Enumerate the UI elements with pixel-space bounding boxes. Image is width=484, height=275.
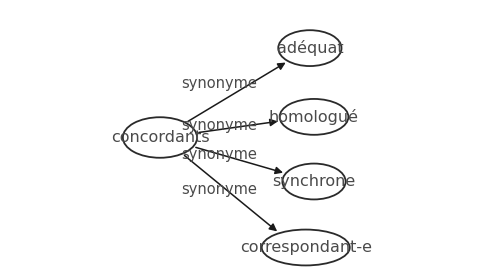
Text: synonyme: synonyme — [181, 118, 257, 133]
Text: synonyme: synonyme — [181, 147, 257, 161]
Text: synonyme: synonyme — [181, 76, 257, 91]
Text: synonyme: synonyme — [181, 182, 257, 197]
Text: adéquat: adéquat — [276, 40, 343, 56]
Text: homologué: homologué — [269, 109, 358, 125]
Text: concordants: concordants — [110, 130, 209, 145]
Text: synchrone: synchrone — [272, 174, 355, 189]
Text: correspondant-e: correspondant-e — [239, 240, 371, 255]
